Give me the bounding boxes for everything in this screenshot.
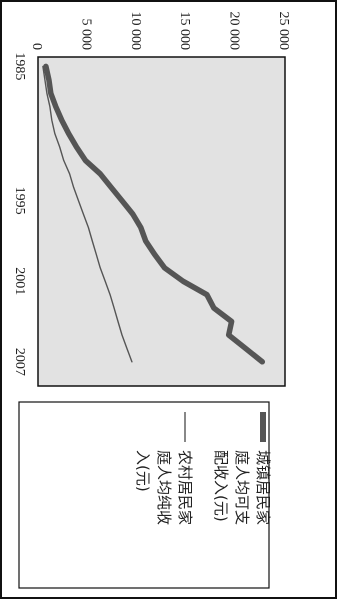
y-tick-label: 0 <box>29 43 44 50</box>
y-tick-label: 20 000 <box>227 12 242 51</box>
x-tick-label: 2001 <box>12 267 27 295</box>
x-axis: 1985 1995 2001 2007 <box>12 52 27 375</box>
legend: 城镇居民家 庭人均可支 配收入(元) 农村居民家 庭人均纯收 入(元) <box>18 401 272 589</box>
series-line-rural <box>42 65 133 363</box>
x-tick-label: 1985 <box>12 52 27 80</box>
y-axis: 0 5 000 10 000 15 000 20 000 25 000 <box>29 12 291 51</box>
y-tick-label: 15 000 <box>177 12 192 51</box>
x-tick-label: 1995 <box>12 187 27 215</box>
y-tick-label: 25 000 <box>276 12 291 51</box>
series-group <box>42 63 266 365</box>
plot-area <box>37 56 286 387</box>
x-tick-label: 2007 <box>12 348 27 376</box>
y-tick-label: 5 000 <box>78 19 93 51</box>
legend-label-urban-1: 城镇居民家 <box>254 450 272 525</box>
legend-label-urban-2: 庭人均可支 <box>233 450 251 525</box>
legend-box <box>18 401 270 589</box>
legend-label-rural-2: 庭人均纯收 <box>155 450 173 525</box>
series-line-urban <box>43 63 266 365</box>
legend-label-rural-3: 入(元) <box>134 450 152 492</box>
legend-label-rural-1: 农村居民家 <box>176 450 194 525</box>
legend-label-urban-3: 配收入(元) <box>212 450 230 522</box>
y-tick-label: 10 000 <box>128 12 143 51</box>
